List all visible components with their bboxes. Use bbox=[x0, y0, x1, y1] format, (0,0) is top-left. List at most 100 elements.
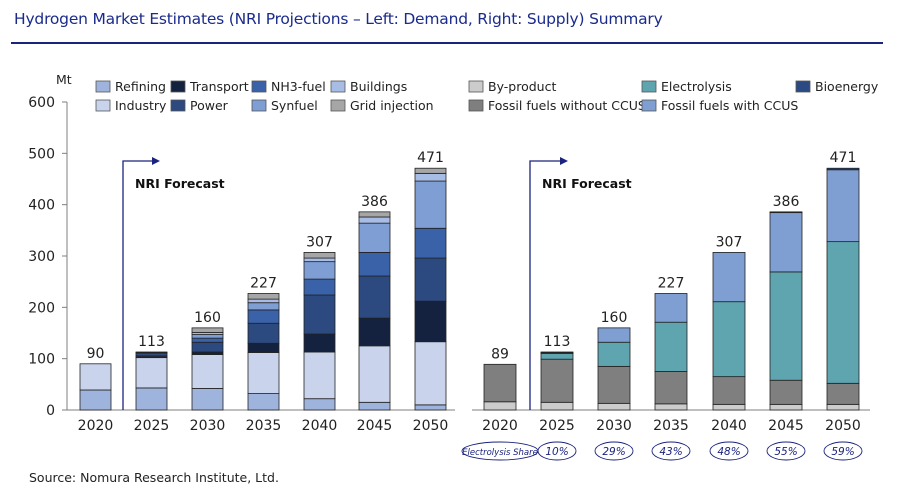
bar-segment-transport bbox=[414, 300, 447, 343]
legend-swatch-refining bbox=[95, 80, 111, 93]
bar-segment-electrolysis bbox=[540, 353, 574, 360]
legend-label: Refining bbox=[115, 79, 166, 94]
legend-label: Electrolysis bbox=[661, 79, 732, 94]
bar-segment-by-product bbox=[483, 401, 517, 411]
bar-segment-industry bbox=[247, 352, 280, 394]
x-tick-label: 2030 bbox=[190, 418, 226, 434]
bar-total-label: 386 bbox=[773, 194, 800, 210]
legend-swatch-fossil-fuels-without-ccus bbox=[468, 99, 484, 112]
bar-total-label: 386 bbox=[361, 194, 388, 210]
x-tick-label: 2035 bbox=[653, 418, 689, 434]
forecast-arrow-head bbox=[560, 157, 568, 165]
bar-segment-nh3-fuel bbox=[191, 337, 224, 343]
legend-swatch-synfuel bbox=[251, 99, 267, 112]
bar-segment-buildings bbox=[414, 172, 447, 182]
bar-total-label: 471 bbox=[417, 150, 444, 166]
bar-segment-power bbox=[247, 322, 280, 344]
bar-segment-fossil-fuels-without-ccus bbox=[826, 382, 860, 405]
electrolysis-share-ellipse bbox=[537, 441, 577, 461]
bar-segment-synfuel bbox=[414, 180, 447, 229]
bar-total-label: 160 bbox=[194, 310, 221, 326]
bar-segment-fossil-fuels-with-ccus bbox=[712, 252, 746, 303]
bar-segment-nh3-fuel bbox=[414, 227, 447, 259]
bar-segment-power bbox=[191, 341, 224, 353]
bar-segment-by-product bbox=[712, 403, 746, 411]
y-tick-label: 400 bbox=[28, 198, 55, 214]
bar-segment-electrolysis bbox=[712, 301, 746, 378]
bar-segment-power bbox=[303, 294, 336, 335]
bar-segment-grid-injection bbox=[303, 252, 336, 259]
legend-label: Transport bbox=[189, 79, 249, 94]
bar-total-label: 227 bbox=[250, 275, 277, 291]
y-tick-label: 300 bbox=[28, 249, 55, 265]
y-tick-label: 0 bbox=[46, 403, 55, 419]
bar-segment-by-product bbox=[540, 401, 574, 411]
bar-segment-grid-injection bbox=[358, 211, 391, 218]
page-title: Hydrogen Market Estimates (NRI Projectio… bbox=[14, 10, 663, 28]
electrolysis-share-value: 43% bbox=[659, 446, 682, 458]
legend-swatch-by-product bbox=[468, 80, 484, 93]
forecast-arrow-line bbox=[529, 160, 560, 410]
bar-total-label: 307 bbox=[306, 234, 333, 250]
bar-segment-refining bbox=[358, 401, 391, 411]
bar-segment-industry bbox=[303, 351, 336, 400]
bar-segment-nh3-fuel bbox=[358, 252, 391, 277]
bar-total-label: 160 bbox=[601, 310, 628, 326]
bar-total-label: 89 bbox=[491, 346, 509, 362]
bar-segment-buildings bbox=[358, 216, 391, 224]
legend-swatch-transport bbox=[170, 80, 186, 93]
supply-chart: 89 2020 113 2025 160 2030 227 2035 307 2040 386 204… bbox=[461, 79, 879, 461]
bar-segment-synfuel bbox=[358, 222, 391, 253]
legend-swatch-grid-injection bbox=[330, 99, 346, 112]
legend-label: Power bbox=[190, 98, 229, 113]
electrolysis-share-value: 10% bbox=[545, 446, 568, 458]
bar-segment-by-product bbox=[654, 403, 688, 411]
bar-segment-industry bbox=[414, 341, 447, 406]
legend-label: Bioenergy bbox=[815, 79, 879, 94]
bar-segment-fossil-fuels-without-ccus bbox=[712, 376, 746, 405]
legend-label: Synfuel bbox=[271, 98, 318, 113]
x-tick-label: 2050 bbox=[825, 418, 861, 434]
bar-segment-nh3-fuel bbox=[247, 309, 280, 324]
legend-swatch-power bbox=[170, 99, 186, 112]
bar-segment-refining bbox=[191, 388, 224, 411]
bar-segment-electrolysis bbox=[597, 341, 631, 367]
bar-segment-transport bbox=[303, 333, 336, 353]
electrolysis-share-value: 55% bbox=[774, 446, 797, 458]
bar-segment-refining bbox=[414, 404, 447, 411]
bar-segment-synfuel bbox=[247, 302, 280, 311]
bar-segment-buildings bbox=[247, 298, 280, 304]
y-tick-label: 100 bbox=[28, 352, 55, 368]
legend-label: Industry bbox=[115, 98, 167, 113]
bar-segment-fossil-fuels-without-ccus bbox=[483, 363, 517, 403]
x-tick-label: 2040 bbox=[302, 418, 338, 434]
bar-segment-fossil-fuels-without-ccus bbox=[654, 371, 688, 405]
bar-segment-bioenergy bbox=[769, 211, 803, 214]
bar-segment-industry bbox=[79, 363, 112, 391]
electrolysis-share-value: 48% bbox=[717, 446, 740, 458]
bar-segment-fossil-fuels-without-ccus bbox=[597, 365, 631, 404]
bar-total-label: 113 bbox=[544, 334, 571, 350]
y-tick-label: 200 bbox=[28, 300, 55, 316]
bar-segment-fossil-fuels-with-ccus bbox=[597, 327, 631, 343]
bar-segment-refining bbox=[135, 387, 168, 411]
electrolysis-share-ellipse bbox=[823, 441, 863, 461]
bar-segment-electrolysis bbox=[654, 321, 688, 372]
bar-segment-refining bbox=[79, 389, 112, 411]
electrolysis-share-ellipse bbox=[594, 441, 634, 461]
legend-label: By-product bbox=[488, 79, 556, 94]
bar-segment-fossil-fuels-with-ccus bbox=[654, 293, 688, 323]
bar-segment-industry bbox=[135, 357, 168, 389]
bar-segment-by-product bbox=[769, 403, 803, 411]
x-tick-label: 2030 bbox=[596, 418, 632, 434]
bar-segment-nh3-fuel bbox=[303, 278, 336, 296]
y-axis-unit-label: Mt bbox=[56, 72, 72, 87]
x-tick-label: 2040 bbox=[711, 418, 747, 434]
bar-total-label: 227 bbox=[658, 275, 685, 291]
bar-segment-transport bbox=[247, 342, 280, 353]
x-tick-label: 2025 bbox=[539, 418, 575, 434]
x-tick-label: 2020 bbox=[482, 418, 518, 434]
bar-segment-refining bbox=[303, 398, 336, 411]
